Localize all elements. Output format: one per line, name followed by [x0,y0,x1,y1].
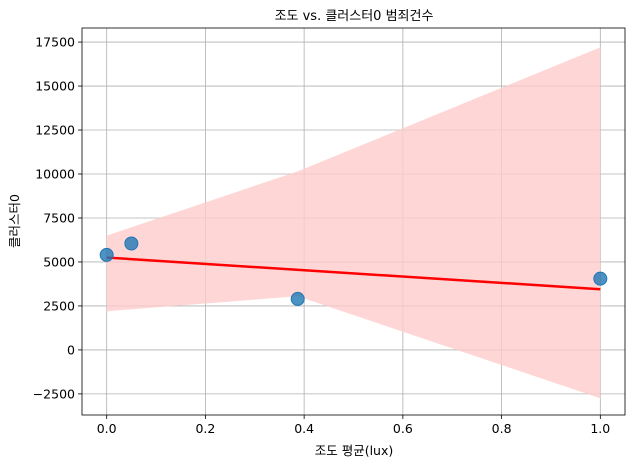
axes-frame [81,27,626,416]
y-tick-label: 0 [67,342,75,357]
y-tick-label: 17500 [35,35,75,50]
x-axis-label: 조도 평균(lux) [315,443,394,458]
data-point [290,291,305,306]
y-tick-label: −2500 [33,386,75,401]
regression-line [106,256,601,291]
x-tick-label: 0.8 [492,421,512,436]
y-tick-label: 12500 [35,123,75,138]
chart-title: 조도 vs. 클러스터0 범죄건수 [275,9,434,24]
x-tick-label: 0.4 [294,421,314,436]
confidence-band [106,47,601,399]
x-tick-label: 0.0 [97,421,117,436]
data-point [124,236,139,251]
x-tick-label: 0.2 [195,421,215,436]
data-point [99,247,114,262]
y-axis-label: 클러스터0 [7,194,22,248]
data-point [593,271,608,286]
plot-area: 0.0 0.2 0.4 0.6 0.8 1.0 −2500 0 2500 5000 7500 1000… [33,27,626,436]
y-tick-label: 5000 [43,254,75,269]
y-tick-label: 2500 [43,298,75,313]
y-tick-label: 7500 [43,210,75,225]
y-tick-label: 10000 [35,167,75,182]
x-tick-label: 0.6 [393,421,413,436]
y-tick-label: 15000 [35,79,75,94]
x-tick-label: 1.0 [590,421,610,436]
